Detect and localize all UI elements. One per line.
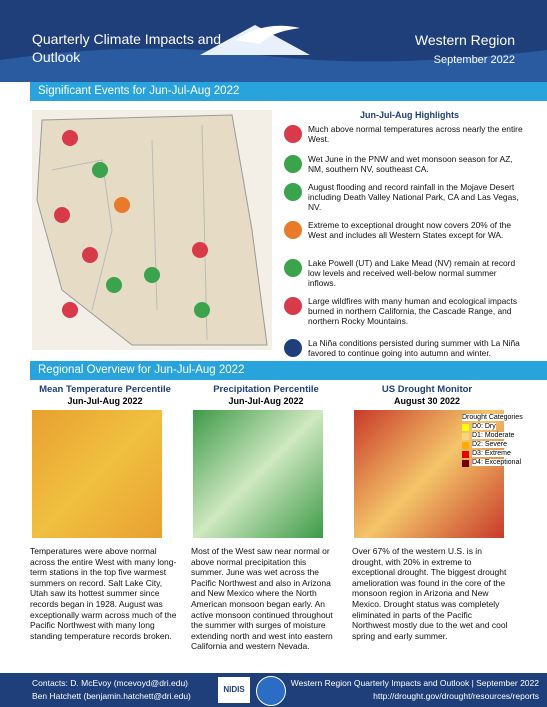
icon bbox=[284, 259, 302, 277]
legend-label: D3: Extreme bbox=[472, 450, 511, 457]
header-art bbox=[0, 25, 547, 82]
legend-title: Drought Categories bbox=[462, 414, 523, 421]
icon bbox=[284, 297, 302, 315]
icon bbox=[284, 155, 302, 173]
panel-subtitle: Jun-Jul-Aug 2022 bbox=[228, 396, 304, 406]
date: September 2022 bbox=[433, 54, 515, 66]
title: Quarterly Climate Impacts and Outlook bbox=[32, 31, 222, 65]
highlight: La Niña conditions persisted during summ… bbox=[284, 338, 524, 358]
footer: Contacts: D. McEvoy (mcevoyd@dri.edu) Be… bbox=[0, 673, 547, 707]
logo: NIDIS bbox=[218, 677, 250, 703]
icon bbox=[284, 125, 302, 143]
icon bbox=[284, 221, 302, 239]
legend-swatch bbox=[462, 442, 469, 449]
legend-label: D0: Dry bbox=[472, 423, 496, 430]
map bbox=[193, 410, 323, 538]
highlight-text: Wet June in the PNW and wet monsoon seas… bbox=[308, 154, 513, 174]
legend-label: D2: Severe bbox=[472, 441, 508, 448]
icon bbox=[284, 339, 302, 357]
highlight: Wet June in the PNW and wet monsoon seas… bbox=[284, 154, 524, 174]
highlight: Large wildfires with many human and ecol… bbox=[284, 296, 524, 326]
section-heading: Regional Overview for Jun-Jul-Aug 2022 bbox=[30, 361, 547, 380]
highlight-text: La Niña conditions persisted during summ… bbox=[308, 338, 520, 358]
panel-subtitle: August 30 2022 bbox=[393, 396, 461, 406]
highlight-text: Much above normal temperatures across ne… bbox=[308, 124, 523, 144]
contact: Ben Hatchett (benjamin.hatchett@dri.edu) bbox=[32, 691, 191, 701]
map bbox=[32, 410, 162, 538]
url: http://drought.gov/drought/resources/rep… bbox=[373, 691, 539, 701]
highlight-text: Large wildfires with many human and ecol… bbox=[308, 296, 518, 326]
legend-label: D1: Moderate bbox=[472, 432, 515, 439]
highlight-text: August flooding and record rainfall in t… bbox=[308, 182, 519, 212]
section-heading: Significant Events for Jun-Jul-Aug 2022 bbox=[30, 82, 547, 101]
contact: Contacts: D. McEvoy (mcevoyd@dri.edu) bbox=[32, 678, 189, 688]
highlight-text: Extreme to exceptional drought now cover… bbox=[308, 220, 511, 240]
legend-swatch bbox=[462, 451, 469, 458]
highlight: Extreme to exceptional drought now cover… bbox=[284, 220, 524, 240]
highlights-title: Jun-Jul-Aug Highlights bbox=[360, 110, 459, 120]
highlight: Much above normal temperatures across ne… bbox=[284, 124, 524, 144]
panel-title: US Drought Monitor bbox=[381, 384, 473, 395]
highlight-text: Lake Powell (UT) and Lake Mead (NV) rema… bbox=[308, 258, 516, 288]
legend-swatch bbox=[462, 433, 469, 440]
events-map bbox=[32, 110, 272, 350]
header: Quarterly Climate Impacts and Outlook We… bbox=[0, 0, 547, 82]
panel-title: Precipitation Percentile bbox=[213, 384, 319, 395]
legend-label: D4: Exceptional bbox=[472, 459, 522, 466]
legend-swatch bbox=[462, 460, 469, 467]
panel-text: Over 67% of the western U.S. is in droug… bbox=[352, 546, 508, 641]
legend-swatch bbox=[462, 424, 469, 431]
panel-text: Temperatures were above normal across th… bbox=[30, 546, 177, 641]
noaa-logo bbox=[256, 676, 286, 706]
region: Western Region bbox=[414, 32, 515, 48]
panel-subtitle: Jun-Jul-Aug 2022 bbox=[67, 396, 143, 406]
map bbox=[354, 410, 504, 538]
panel-title: Mean Temperature Percentile bbox=[39, 384, 171, 395]
icon bbox=[284, 183, 302, 201]
highlight: August flooding and record rainfall in t… bbox=[284, 182, 524, 212]
report: Western Region Quarterly Impacts and Out… bbox=[290, 678, 539, 688]
panel-text: Most of the West saw near normal or abov… bbox=[191, 546, 333, 652]
highlight: Lake Powell (UT) and Lake Mead (NV) rema… bbox=[284, 258, 524, 288]
